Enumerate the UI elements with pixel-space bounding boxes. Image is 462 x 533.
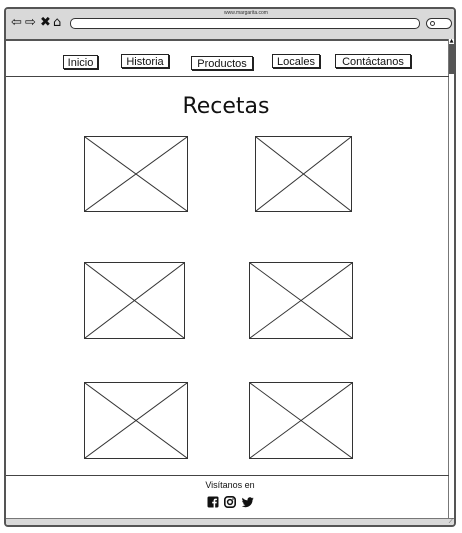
footer-visit-text: Visítanos en bbox=[205, 480, 255, 490]
scroll-up-icon[interactable]: ▲ bbox=[449, 38, 454, 44]
forward-icon[interactable]: ⇨ bbox=[25, 15, 36, 30]
header-divider bbox=[6, 76, 449, 77]
image-placeholder-icon bbox=[85, 383, 187, 458]
browser-toolbar: ⇦ ⇨ ✖ ⌂ www.margarita.com bbox=[6, 9, 454, 41]
back-icon[interactable]: ⇦ bbox=[11, 15, 22, 30]
browser-window: ⇦ ⇨ ✖ ⌂ www.margarita.com ▲ Inicio Histo… bbox=[4, 7, 456, 527]
resize-grip-icon[interactable]: ⟋ bbox=[448, 518, 453, 525]
url-bar[interactable] bbox=[70, 18, 420, 29]
scrollbar-thumb[interactable] bbox=[449, 44, 454, 74]
home-icon[interactable]: ⌂ bbox=[53, 15, 62, 30]
recipe-image-placeholder[interactable] bbox=[84, 382, 188, 459]
image-placeholder-icon bbox=[85, 137, 187, 211]
image-placeholder-icon bbox=[256, 137, 351, 211]
recipe-image-placeholder[interactable] bbox=[249, 262, 353, 339]
recipe-image-placeholder[interactable] bbox=[84, 262, 185, 339]
image-placeholder-icon bbox=[250, 263, 352, 338]
search-icon bbox=[430, 21, 435, 26]
instagram-icon[interactable] bbox=[224, 496, 236, 508]
recipe-image-placeholder[interactable] bbox=[249, 382, 353, 459]
image-placeholder-icon bbox=[85, 263, 184, 338]
browser-search-field[interactable] bbox=[426, 18, 452, 29]
nav-inicio-button[interactable]: Inicio bbox=[63, 55, 98, 69]
recipe-image-placeholder[interactable] bbox=[255, 136, 352, 212]
page-title: Recetas bbox=[182, 94, 270, 119]
close-icon[interactable]: ✖ bbox=[40, 15, 51, 30]
vertical-scrollbar[interactable] bbox=[448, 39, 454, 519]
image-placeholder-icon bbox=[250, 383, 352, 458]
nav-productos-button[interactable]: Productos bbox=[191, 56, 253, 70]
recipe-image-placeholder[interactable] bbox=[84, 136, 188, 212]
nav-historia-button[interactable]: Historia bbox=[121, 54, 169, 68]
twitter-icon[interactable] bbox=[242, 496, 254, 508]
footer-divider bbox=[6, 475, 449, 476]
facebook-icon[interactable] bbox=[207, 496, 219, 508]
status-bar: ⟋ bbox=[6, 518, 454, 525]
nav-contactanos-button[interactable]: Contáctanos bbox=[335, 54, 411, 68]
url-text: www.margarita.com bbox=[224, 10, 268, 16]
nav-locales-button[interactable]: Locales bbox=[272, 54, 320, 68]
